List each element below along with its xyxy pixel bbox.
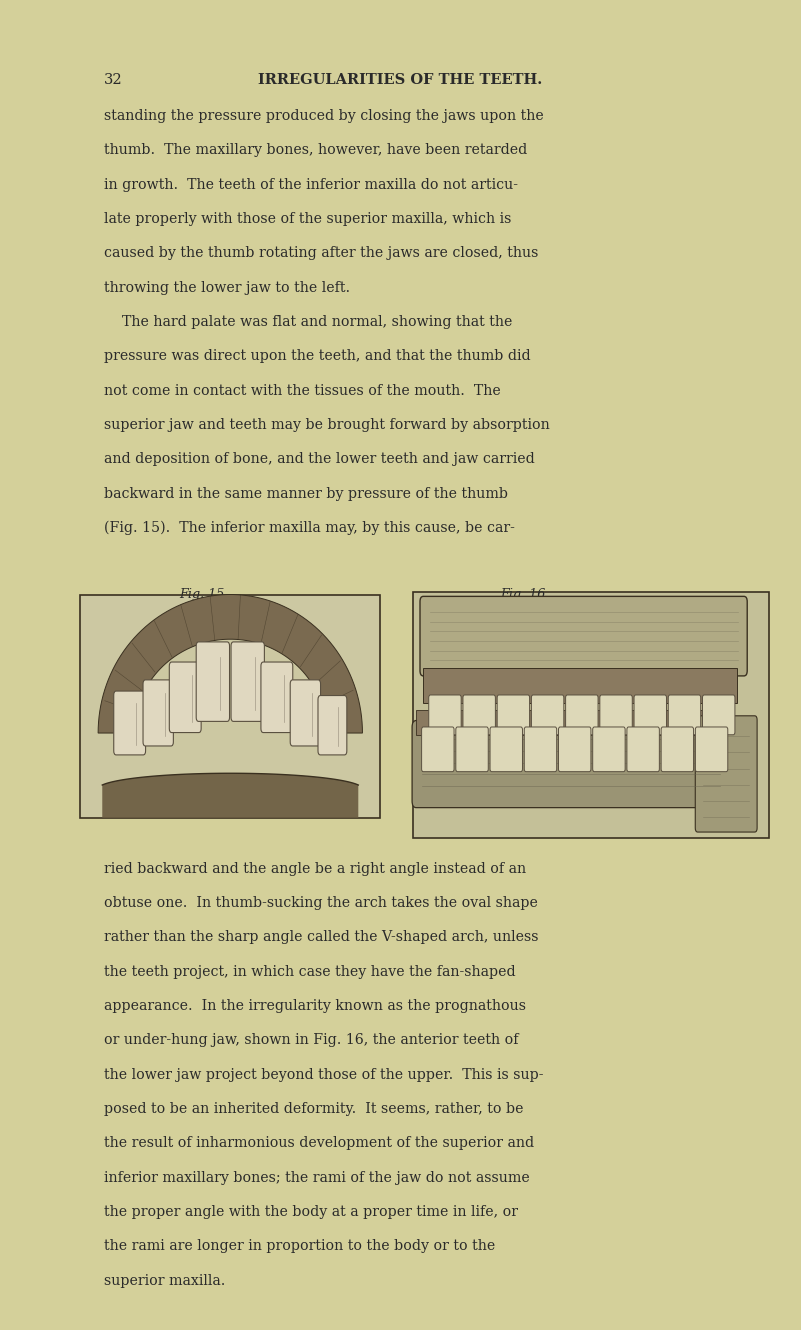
- FancyBboxPatch shape: [566, 696, 598, 734]
- Text: the teeth project, in which case they have the fan-shaped: the teeth project, in which case they ha…: [104, 964, 516, 979]
- FancyBboxPatch shape: [169, 662, 201, 733]
- FancyBboxPatch shape: [261, 662, 293, 733]
- FancyBboxPatch shape: [497, 696, 529, 734]
- FancyBboxPatch shape: [429, 696, 461, 734]
- FancyBboxPatch shape: [661, 728, 694, 771]
- FancyBboxPatch shape: [421, 728, 454, 771]
- Text: pressure was direct upon the teeth, and that the thumb did: pressure was direct upon the teeth, and …: [104, 350, 531, 363]
- Text: IRREGULARITIES OF THE TEETH.: IRREGULARITIES OF THE TEETH.: [259, 73, 542, 88]
- FancyBboxPatch shape: [600, 696, 632, 734]
- Text: not come in contact with the tissues of the mouth.  The: not come in contact with the tissues of …: [104, 383, 501, 398]
- FancyBboxPatch shape: [143, 680, 173, 746]
- Text: thumb.  The maxillary bones, however, have been retarded: thumb. The maxillary bones, however, hav…: [104, 144, 527, 157]
- Text: (Fig. 15).  The inferior maxilla may, by this cause, be car-: (Fig. 15). The inferior maxilla may, by …: [104, 521, 515, 535]
- FancyBboxPatch shape: [318, 696, 347, 755]
- Text: throwing the lower jaw to the left.: throwing the lower jaw to the left.: [104, 281, 350, 295]
- Text: 32: 32: [104, 73, 123, 88]
- FancyBboxPatch shape: [525, 728, 557, 771]
- Text: standing the pressure produced by closing the jaws upon the: standing the pressure produced by closin…: [104, 109, 544, 124]
- FancyBboxPatch shape: [412, 721, 731, 807]
- FancyBboxPatch shape: [627, 728, 659, 771]
- FancyBboxPatch shape: [463, 696, 495, 734]
- FancyBboxPatch shape: [668, 696, 701, 734]
- Text: obtuse one.  In thumb-sucking the arch takes the oval shape: obtuse one. In thumb-sucking the arch ta…: [104, 896, 538, 910]
- Bar: [416, 710, 723, 734]
- Text: inferior maxillary bones; the rami of the jaw do not assume: inferior maxillary bones; the rami of th…: [104, 1170, 530, 1185]
- Text: late properly with those of the superior maxilla, which is: late properly with those of the superior…: [104, 211, 512, 226]
- Text: Fig. 15.: Fig. 15.: [179, 588, 229, 601]
- Text: Fig. 16.: Fig. 16.: [500, 588, 549, 601]
- FancyBboxPatch shape: [702, 696, 735, 734]
- Text: and deposition of bone, and the lower teeth and jaw carried: and deposition of bone, and the lower te…: [104, 452, 535, 467]
- Text: or under-hung jaw, shown in Fig. 16, the anterior teeth of: or under-hung jaw, shown in Fig. 16, the…: [104, 1033, 518, 1048]
- Text: The hard palate was flat and normal, showing that the: The hard palate was flat and normal, sho…: [104, 315, 513, 329]
- Bar: [413, 592, 769, 838]
- FancyBboxPatch shape: [558, 728, 591, 771]
- FancyBboxPatch shape: [456, 728, 489, 771]
- FancyBboxPatch shape: [490, 728, 522, 771]
- Polygon shape: [98, 595, 362, 733]
- FancyBboxPatch shape: [114, 692, 146, 755]
- FancyBboxPatch shape: [593, 728, 625, 771]
- Text: the lower jaw project beyond those of the upper.  This is sup-: the lower jaw project beyond those of th…: [104, 1068, 544, 1081]
- Bar: [423, 668, 737, 702]
- Text: caused by the thumb rotating after the jaws are closed, thus: caused by the thumb rotating after the j…: [104, 246, 538, 261]
- FancyBboxPatch shape: [196, 642, 230, 721]
- Bar: [80, 595, 380, 818]
- FancyBboxPatch shape: [695, 716, 757, 833]
- FancyBboxPatch shape: [531, 696, 564, 734]
- Text: backward in the same manner by pressure of the thumb: backward in the same manner by pressure …: [104, 487, 508, 500]
- FancyBboxPatch shape: [420, 596, 747, 676]
- Text: in growth.  The teeth of the inferior maxilla do not articu-: in growth. The teeth of the inferior max…: [104, 178, 518, 192]
- Text: the proper angle with the body at a proper time in life, or: the proper angle with the body at a prop…: [104, 1205, 518, 1220]
- FancyBboxPatch shape: [634, 696, 666, 734]
- Text: appearance.  In the irregularity known as the prognathous: appearance. In the irregularity known as…: [104, 999, 526, 1013]
- FancyBboxPatch shape: [695, 728, 728, 771]
- FancyBboxPatch shape: [231, 642, 264, 721]
- Text: superior jaw and teeth may be brought forward by absorption: superior jaw and teeth may be brought fo…: [104, 418, 549, 432]
- Text: rather than the sharp angle called the V-shaped arch, unless: rather than the sharp angle called the V…: [104, 931, 538, 944]
- Text: posed to be an inherited deformity.  It seems, rather, to be: posed to be an inherited deformity. It s…: [104, 1103, 524, 1116]
- Text: the rami are longer in proportion to the body or to the: the rami are longer in proportion to the…: [104, 1240, 495, 1253]
- Text: the result of inharmonious development of the superior and: the result of inharmonious development o…: [104, 1136, 534, 1150]
- Text: ried backward and the angle be a right angle instead of an: ried backward and the angle be a right a…: [104, 862, 526, 876]
- Text: superior maxilla.: superior maxilla.: [104, 1274, 226, 1287]
- FancyBboxPatch shape: [290, 680, 320, 746]
